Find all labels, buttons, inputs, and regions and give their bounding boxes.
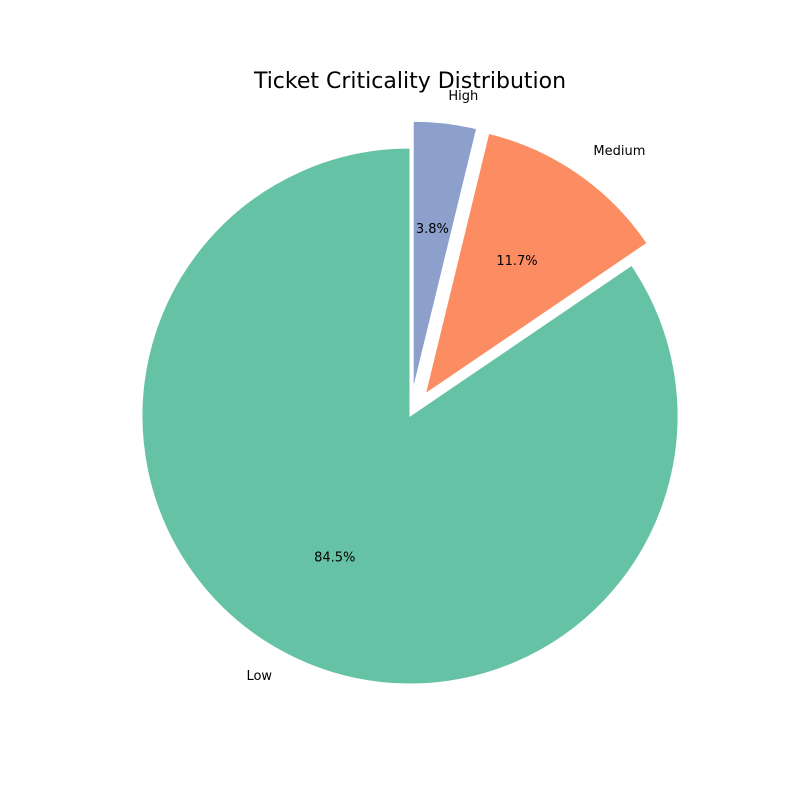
slice-label-low: Low bbox=[246, 669, 272, 684]
slice-label-high: High bbox=[448, 89, 478, 104]
pct-label-medium: 11.7% bbox=[496, 254, 537, 269]
pie-slice-medium bbox=[424, 132, 648, 395]
slices-layer bbox=[141, 120, 679, 685]
slice-label-medium: Medium bbox=[593, 144, 645, 159]
pie-slice-high bbox=[412, 120, 478, 390]
chart-title: Ticket Criticality Distribution bbox=[253, 69, 566, 94]
labels-layer: Low 84.5% Medium 11.7% High 3.8% bbox=[246, 89, 645, 684]
pct-label-high: 3.8% bbox=[416, 222, 449, 237]
pct-label-low: 84.5% bbox=[314, 551, 355, 566]
pie-slice-low bbox=[141, 147, 679, 685]
